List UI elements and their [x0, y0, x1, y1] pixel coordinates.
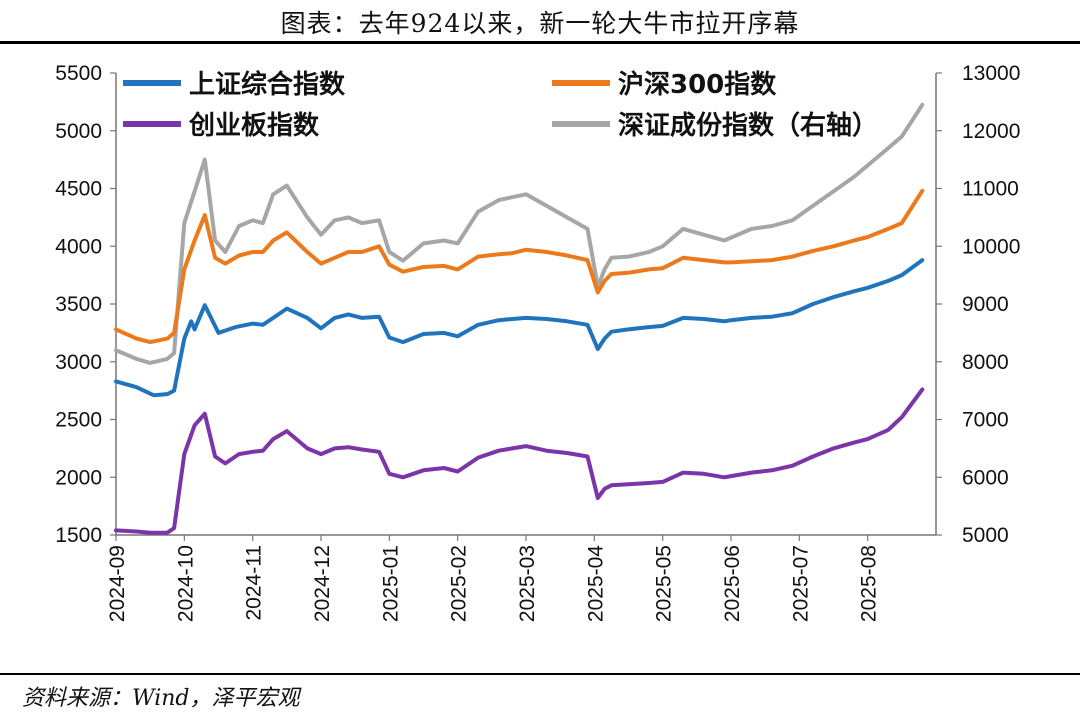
x-tick-label: 2025-02 [448, 545, 471, 622]
legend-label-1: 沪深300指数 [618, 70, 777, 100]
y-left-tick-label: 4500 [55, 178, 102, 201]
x-tick-label: 2025-03 [516, 545, 539, 622]
series-line-1 [114, 188, 925, 345]
series-line-2 [114, 387, 925, 535]
y-left-tick-label: 5000 [55, 120, 102, 143]
y-left-tick-label: 3000 [55, 351, 102, 374]
x-tick-label: 2025-01 [379, 545, 402, 622]
y-right-tick-label: 8000 [962, 351, 1009, 374]
y-right-tick-label: 5000 [962, 524, 1009, 547]
y-right-tick-label: 12000 [962, 120, 1020, 143]
y-right-tick-label: 11000 [962, 178, 1019, 201]
x-tick-label: 2024-10 [174, 545, 197, 622]
legend-label-0: 上证综合指数 [189, 69, 346, 100]
chart-axes: 1500 2000 2500 3000 3500 4000 4500 5000 5500 5000… [55, 62, 1020, 622]
legend-label-2: 创业板指数 [188, 111, 320, 141]
y-left-tick-label: 1500 [55, 524, 102, 547]
chart-series [114, 102, 925, 535]
source-note: 资料来源：Wind，泽平宏观 [22, 686, 300, 711]
x-tick-label: 2024-11 [243, 545, 266, 621]
y-right-tick-label: 7000 [962, 409, 1009, 432]
y-left-tick-label: 5500 [55, 62, 102, 85]
y-left-tick-label: 2500 [55, 409, 102, 432]
x-tick-label: 2025-08 [858, 545, 881, 622]
x-tick-label: 2025-04 [584, 545, 607, 622]
y-left-tick-label: 2000 [55, 466, 102, 489]
y-right-tick-label: 10000 [962, 235, 1020, 258]
x-tick-label: 2024-09 [106, 545, 129, 622]
series-line-0 [114, 258, 925, 398]
x-tick-label: 2025-05 [653, 545, 676, 622]
x-tick-label: 2025-06 [721, 545, 744, 622]
y-right-tick-label: 6000 [962, 466, 1009, 489]
legend-label-3: 深证成份指数（右轴） [618, 111, 878, 141]
bottom-rule [0, 673, 1080, 675]
y-right-tick-label: 13000 [962, 62, 1020, 85]
x-tick-label: 2025-07 [789, 545, 812, 622]
y-right-tick-label: 9000 [962, 293, 1009, 316]
series-line-3 [114, 102, 925, 365]
y-left-tick-label: 4000 [55, 235, 102, 258]
x-tick-label: 2024-12 [311, 545, 334, 622]
y-left-tick-label: 3500 [55, 293, 102, 316]
top-rule [0, 41, 1080, 44]
chart-title: 图表：去年924以来，新一轮大牛市拉开序幕 [280, 9, 800, 38]
